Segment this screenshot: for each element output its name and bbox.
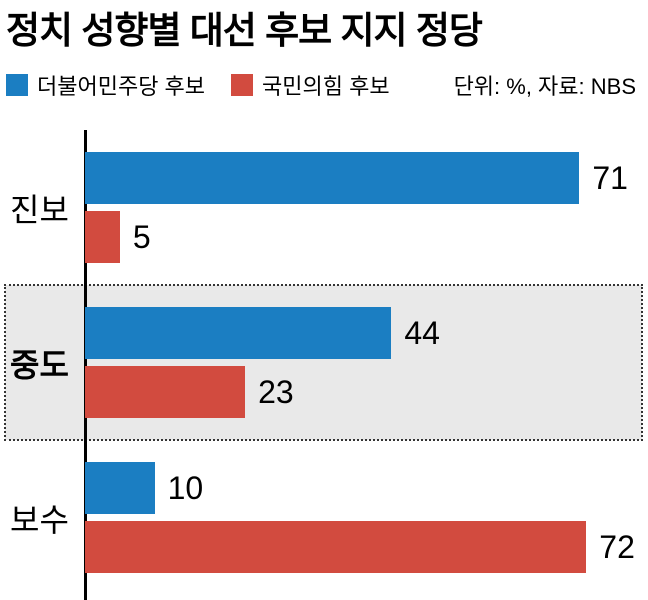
bar-line: 5 [85, 211, 642, 263]
bar-value: 23 [258, 373, 294, 410]
bar-chart: 진보 71 5 중도 44 [0, 130, 648, 600]
page-title: 정치 성향별 대선 후보 지지 정당 [6, 10, 483, 51]
bar-democratic-conservative [85, 462, 155, 514]
bar-value: 44 [404, 314, 440, 351]
bar-value: 5 [132, 218, 151, 255]
bar-line: 72 [85, 521, 642, 573]
chart-row-progressive: 진보 71 5 [5, 130, 642, 285]
bar-ppp-moderate [85, 366, 246, 418]
bars-moderate: 44 23 [85, 307, 642, 418]
chart-row-moderate-highlighted: 중도 44 23 [4, 284, 643, 441]
bar-democratic-moderate [85, 307, 392, 359]
bar-line: 23 [85, 366, 642, 418]
bar-line: 71 [85, 152, 642, 204]
bar-line: 10 [85, 462, 642, 514]
y-axis-line [84, 130, 87, 600]
category-label-progressive: 진보 [10, 191, 69, 228]
chart-row-conservative: 보수 10 72 [5, 440, 642, 595]
legend-label-democratic: 더불어민주당 후보 [37, 73, 206, 99]
bars-conservative: 10 72 [85, 462, 642, 573]
bar-value: 72 [599, 528, 635, 565]
legend-item-democratic: 더불어민주당 후보 [6, 69, 205, 101]
legend-item-ppp: 국민의힘 후보 [231, 69, 390, 101]
legend-swatch-blue [6, 73, 28, 96]
bar-democratic-progressive [85, 152, 580, 204]
bar-line: 44 [85, 307, 642, 359]
legend: 더불어민주당 후보 국민의힘 후보 단위: %, 자료: NBS [6, 69, 642, 101]
bar-ppp-progressive [85, 211, 120, 263]
bars-progressive: 71 5 [85, 152, 642, 263]
bar-ppp-conservative [85, 521, 587, 573]
unit-source-note: 단위: %, 자료: NBS [453, 73, 636, 99]
legend-label-ppp: 국민의힘 후보 [262, 73, 390, 99]
bar-value: 71 [592, 159, 628, 196]
bar-value: 10 [167, 469, 204, 506]
category-label-moderate: 중도 [10, 346, 69, 383]
legend-swatch-red [231, 73, 254, 96]
category-label-conservative: 보수 [10, 501, 69, 538]
